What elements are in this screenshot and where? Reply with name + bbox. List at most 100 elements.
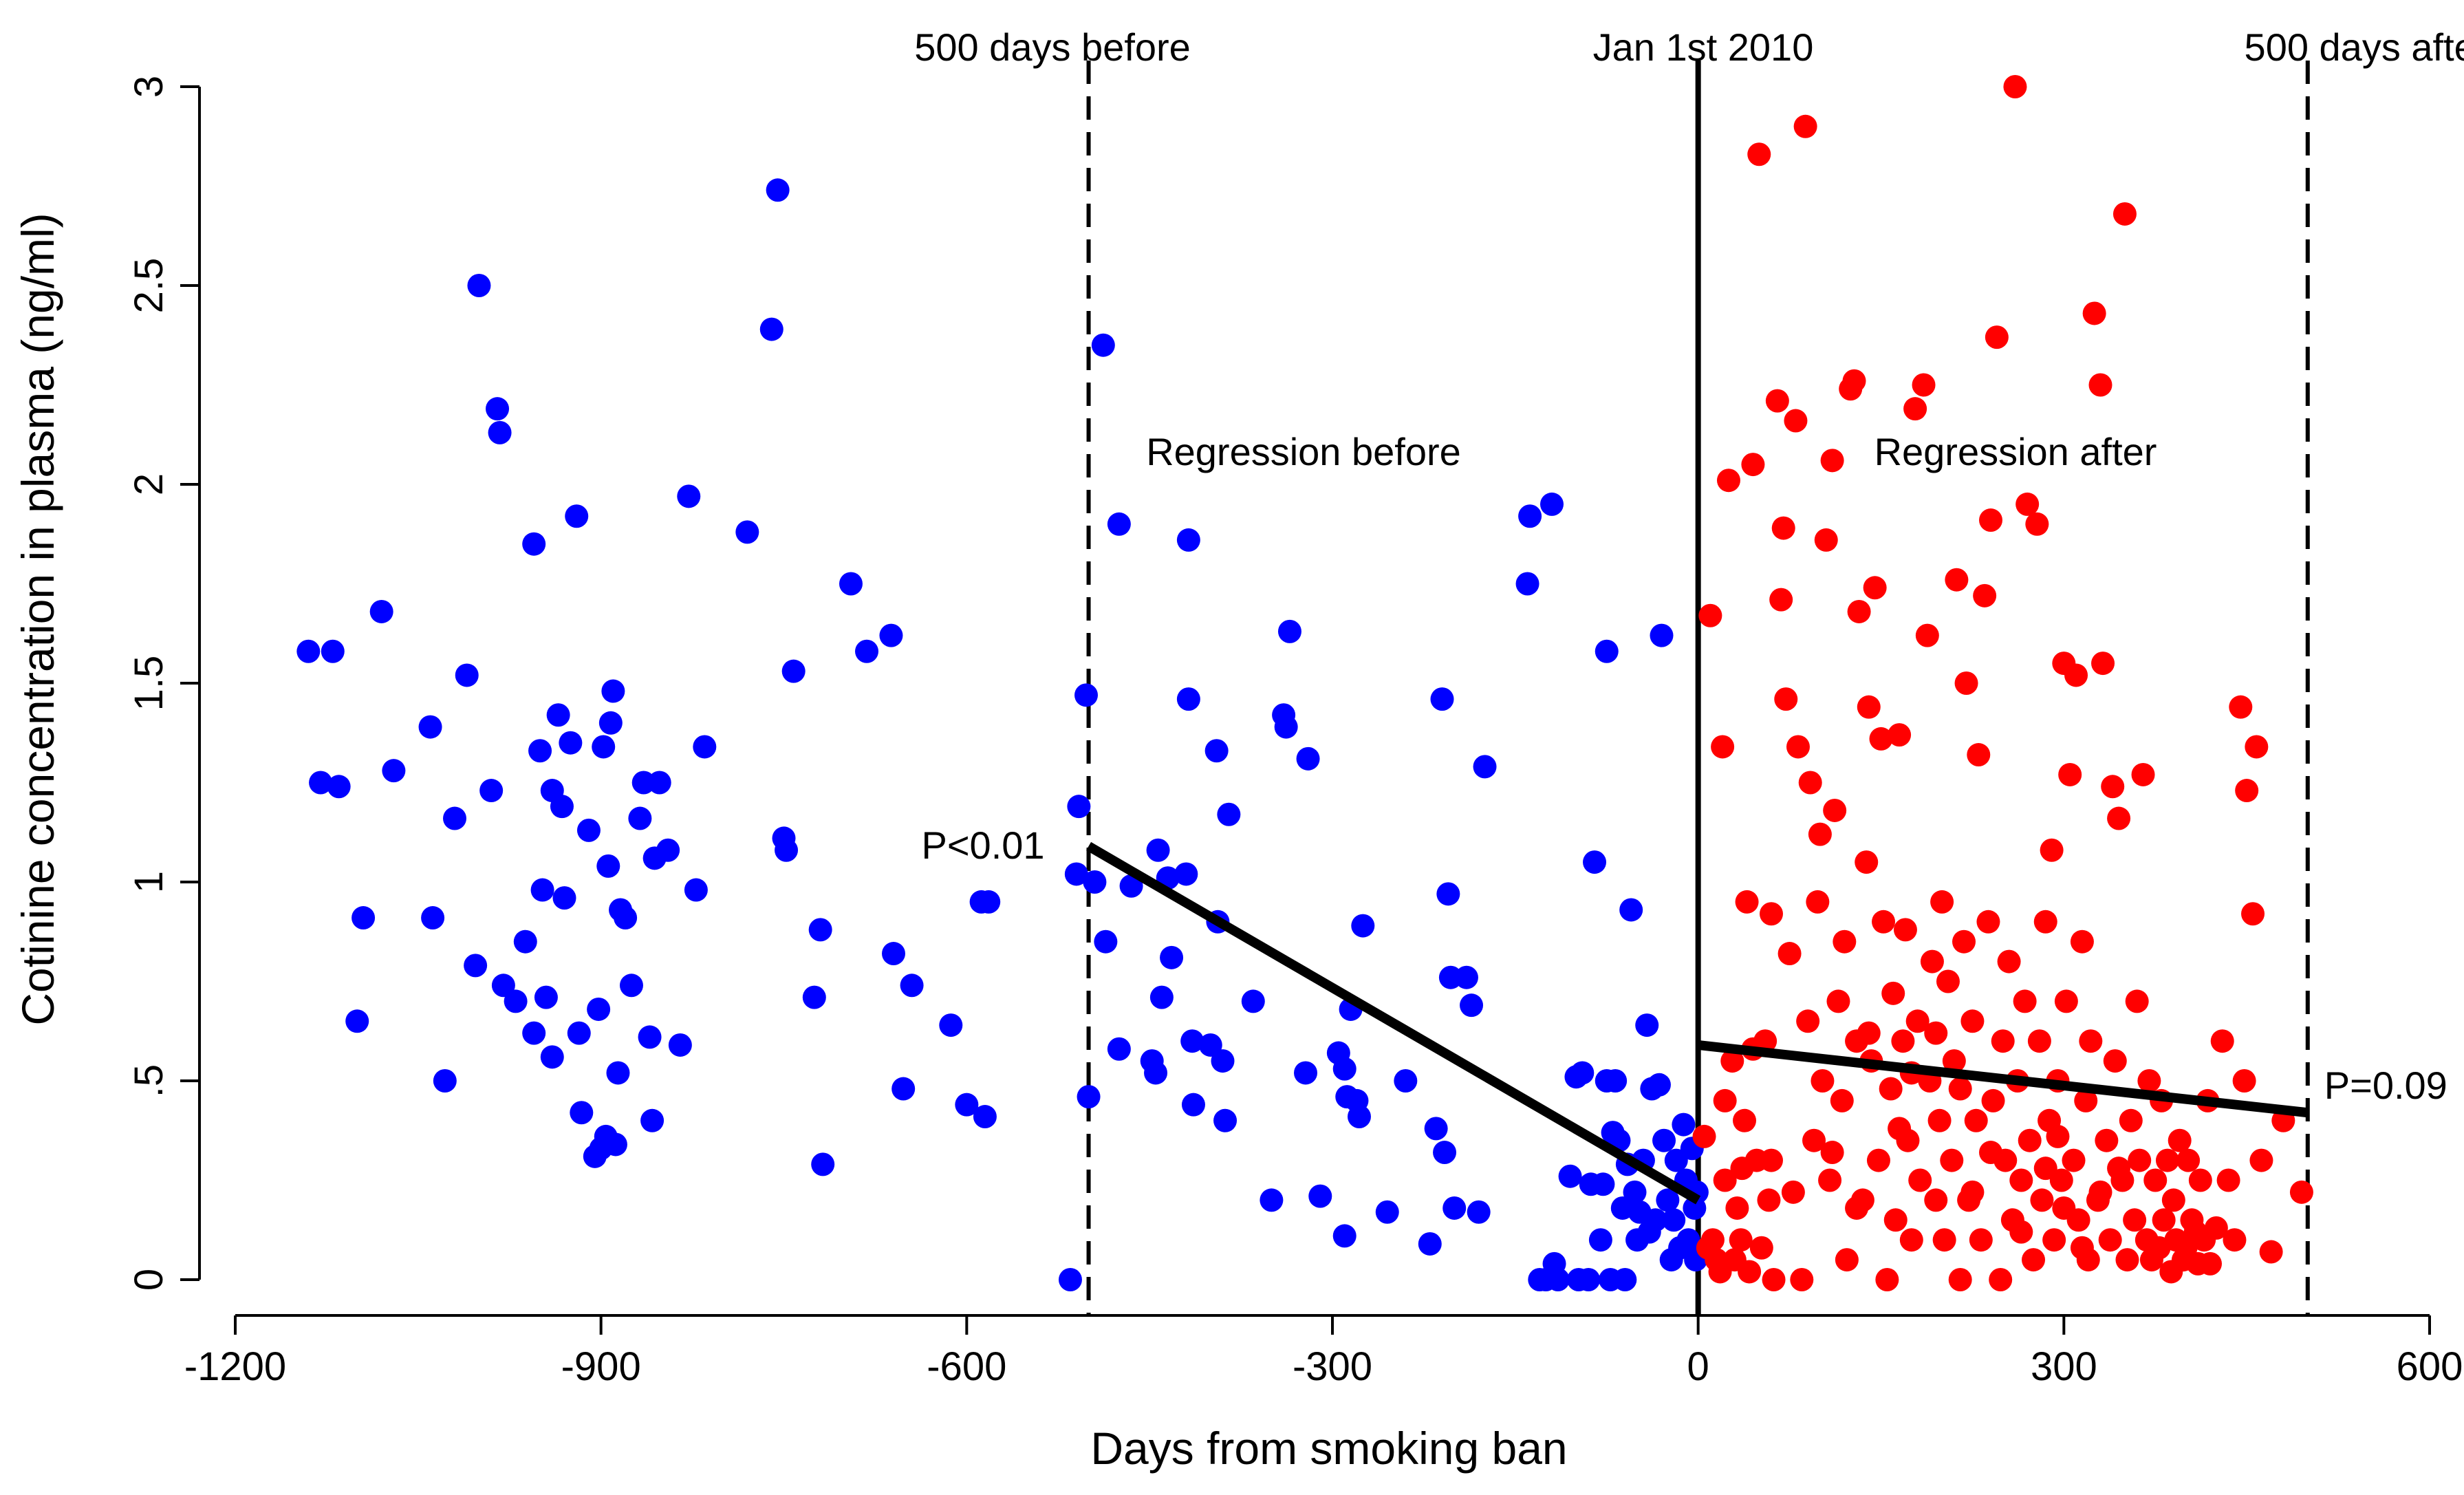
data-point [550,795,574,819]
annotations: Regression before P<0.01 Regression after P… [922,430,2447,1107]
data-point [647,771,671,795]
data-point [1515,572,1539,596]
y-tick-label: 1.5 [127,656,171,711]
y-tick-label: 2 [127,473,171,495]
data-point [491,974,515,998]
data-point [504,989,528,1013]
data-point [1927,1108,1952,1132]
data-point [973,1105,997,1129]
data-point [2040,838,2064,862]
data-point [2176,1148,2201,1172]
data-point [1790,1268,1814,1291]
data-point [1588,1228,1612,1252]
data-point [1924,1021,1948,1045]
data-point [2022,1248,2046,1272]
data-point [1842,369,1866,393]
data-point [1094,929,1118,954]
x-axis-title: Days from smoking ban [1090,1423,1567,1474]
data-point [1603,1069,1628,1093]
y-tick-label: 0 [127,1269,171,1291]
data-point [1064,862,1088,886]
data-point [2030,1188,2054,1212]
data-point [808,918,832,942]
data-point [766,178,790,202]
data-point [1881,981,1905,1005]
data-point [1765,389,1789,413]
data-point [1820,449,1844,473]
data-point [1351,914,1375,938]
data-point [1979,1141,2002,1165]
data-point [1198,1033,1222,1057]
data-point [1908,1168,1932,1192]
data-point [939,1013,963,1037]
data-point [1672,1112,1696,1137]
data-point [1769,588,1793,612]
data-point [1733,1108,1757,1132]
data-point [1802,1128,1826,1152]
data-point [1546,1268,1570,1291]
data-point [619,974,643,998]
data-point [321,639,345,663]
data-point [1830,1088,1854,1112]
data-point [1583,850,1607,874]
data-point [1730,1157,1754,1181]
data-point [2119,1108,2143,1132]
data-point [1967,743,1991,767]
data-point [2062,1148,2086,1172]
y-tick-label: 3 [127,76,171,98]
data-point [1656,1188,1680,1212]
data-point [1698,603,1722,627]
data-point [1077,1085,1101,1109]
data-point [2229,695,2253,719]
data-point [2064,663,2088,687]
data-point [614,906,638,930]
data-point [587,997,611,1021]
x-tick-label: 0 [1687,1344,1709,1389]
data-point [1912,373,1936,397]
data-point [638,1025,662,1049]
data-point [1296,746,1320,771]
data-point [2009,1220,2033,1244]
data-point [1294,1061,1318,1085]
data-point [606,1061,630,1085]
data-point [1863,576,1887,600]
regression-lines [1086,841,2309,1205]
data-point [1260,1188,1284,1212]
data-point [1989,1268,2013,1291]
data-point [534,985,558,1009]
data-point [677,484,701,508]
data-point [1893,918,1917,942]
data-point [1997,949,2021,974]
data-point [296,639,321,663]
data-point [2042,1228,2066,1252]
data-point [1891,1029,1915,1053]
data-point [2123,1208,2147,1232]
data-point [1711,735,1735,759]
data-point [1930,890,1954,914]
data-point [1347,1105,1371,1129]
data-point [2223,1228,2247,1252]
data-point [1924,1188,1948,1212]
data-point [540,1045,564,1069]
data-point [811,1152,835,1176]
data-point [1424,1117,1448,1141]
data-point [369,599,393,623]
data-point [455,663,479,687]
data-point [1857,695,1881,719]
data-point [1872,910,1896,934]
data-point [1833,929,1857,954]
data-point [2033,910,2057,934]
data-point [2235,779,2259,803]
data-point [443,806,466,830]
data-point [1976,910,2000,934]
data-point [2091,652,2115,676]
data-point [559,731,583,755]
data-point [2204,1216,2228,1240]
data-point [1973,583,1997,607]
data-point [1433,1141,1457,1165]
data-point [1107,1037,1131,1061]
data-point [802,985,826,1009]
regression-label: Regression before [1146,430,1461,473]
data-point [2152,1208,2176,1232]
